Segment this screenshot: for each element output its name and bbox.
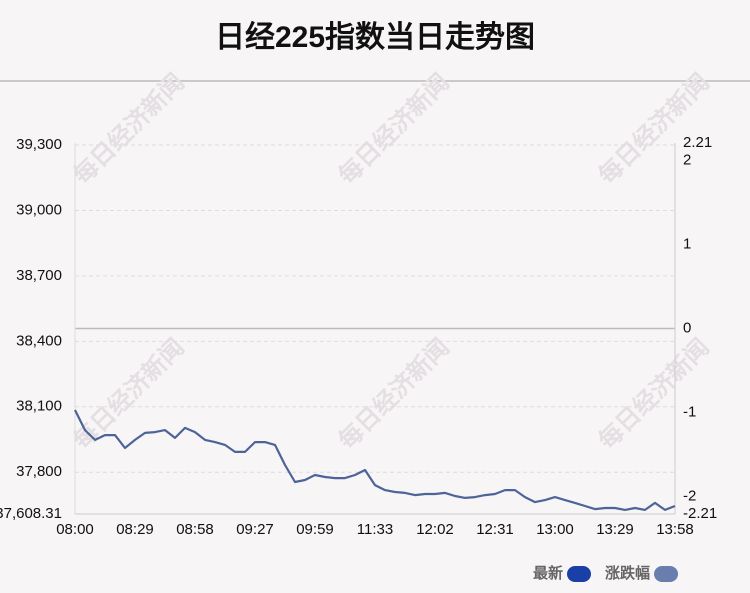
y2-tick-label: -2 [683,487,696,504]
legend-swatch [567,566,592,582]
y-tick-label: 38,400 [16,332,62,349]
y-tick-label: 38,100 [16,398,62,415]
watermark: 每日经济新闻 [592,332,714,454]
y2-tick-label: 0 [683,319,691,336]
x-tick-label: 12:02 [416,521,454,538]
legend-label: 涨跌幅 [605,564,650,582]
y2-tick-label: 2 [683,152,691,169]
y2-tick-label: -2.21 [683,505,717,522]
y-tick-label: 38,700 [16,267,62,284]
x-tick-label: 09:27 [236,521,274,538]
legend-label: 最新 [533,564,563,582]
x-tick-label: 13:58 [656,521,694,538]
watermark: 每日经济新闻 [592,67,714,189]
y2-tick-label: -1 [683,403,696,420]
y-tick-label: 39,000 [16,201,62,218]
y-tick-label: 39,300 [16,136,62,153]
legend-swatch [654,566,679,582]
x-tick-label: 13:00 [536,521,574,538]
x-tick-label: 12:31 [476,521,514,538]
x-tick-label: 08:58 [176,521,214,538]
x-tick-label: 09:59 [296,521,334,538]
y-tick-label: 37,608.31 [0,505,62,522]
x-tick-label: 11:33 [357,521,393,538]
watermark: 每日经济新闻 [67,67,189,189]
y2-tick-label: 2.21 [683,134,712,151]
y2-tick-label: 1 [683,236,691,253]
x-tick-label: 08:00 [56,521,94,538]
x-tick-label: 13:29 [596,521,634,538]
x-tick-label: 08:29 [116,521,154,538]
watermark: 每日经济新闻 [332,332,454,454]
chart-title: 日经225指数当日走势图 [215,20,535,54]
watermark: 每日经济新闻 [332,67,454,189]
price-line [74,409,676,511]
y-tick-label: 37,800 [16,463,62,480]
